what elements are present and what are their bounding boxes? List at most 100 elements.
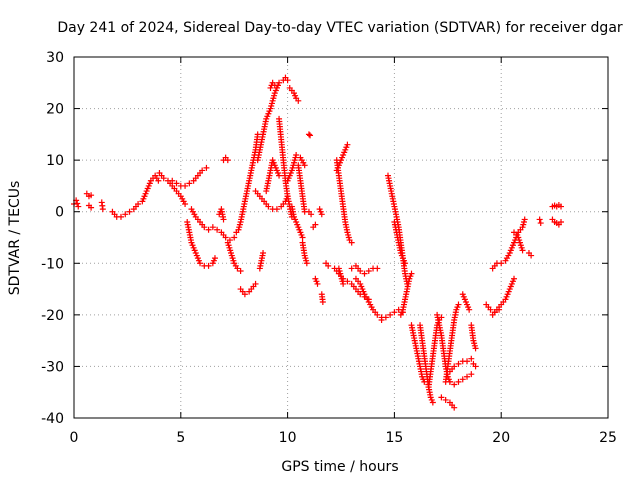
- grid-lines: [73, 56, 609, 419]
- data-point-marker: [117, 213, 124, 220]
- data-point-marker: [464, 373, 471, 380]
- series-arc-53: [468, 322, 479, 352]
- data-point-marker: [88, 192, 95, 199]
- series-arc-43: [397, 270, 415, 318]
- series-arc-50: [446, 355, 475, 375]
- data-point-marker: [374, 265, 381, 272]
- data-point-marker: [276, 79, 283, 86]
- data-point-marker: [340, 280, 347, 287]
- y-tick-label: 20: [46, 102, 64, 118]
- plot-frame: [73, 56, 609, 419]
- data-point-marker: [318, 211, 325, 218]
- data-point-marker: [205, 262, 212, 269]
- data-point-marker: [135, 200, 142, 207]
- series-arc-02: [83, 190, 95, 200]
- data-point-marker: [201, 224, 208, 231]
- series-arc-38: [348, 262, 381, 277]
- data-point-marker: [295, 97, 302, 104]
- data-point-marker: [305, 131, 312, 138]
- data-point-marker: [252, 280, 259, 287]
- data-point-marker: [451, 381, 458, 388]
- data-point-marker: [558, 219, 565, 226]
- series-arc-42: [391, 219, 409, 267]
- data-point-marker: [224, 157, 231, 164]
- series-arc-49: [442, 301, 462, 385]
- data-point-marker: [387, 311, 394, 318]
- data-point-marker: [197, 260, 204, 267]
- series-arc-57: [489, 216, 528, 272]
- series-arc-12: [224, 239, 244, 275]
- data-point-marker: [468, 371, 475, 378]
- series-arc-30: [316, 206, 325, 218]
- series-arc-62: [549, 216, 565, 228]
- series-arc-52: [459, 291, 473, 313]
- series-arc-14: [237, 280, 259, 298]
- data-point-marker: [472, 363, 479, 370]
- series-arc-61: [549, 202, 565, 210]
- data-point-marker: [466, 306, 473, 313]
- data-point-marker: [312, 221, 319, 228]
- data-point-marker: [276, 172, 283, 179]
- data-point-marker: [348, 239, 355, 246]
- data-point-marker: [293, 151, 300, 158]
- series-arc-16: [252, 188, 291, 213]
- data-point-marker: [203, 164, 210, 171]
- series-arc-44: [408, 322, 428, 385]
- data-point-marker: [169, 177, 176, 184]
- y-tick-label: -30: [41, 359, 64, 375]
- series-arc-35: [333, 157, 355, 246]
- data-point-marker: [446, 378, 453, 385]
- series-arc-54: [470, 360, 479, 370]
- data-point-marker: [455, 378, 462, 385]
- series-arc-29: [310, 221, 319, 231]
- series-arc-27: [305, 208, 315, 218]
- series-arc-18: [263, 157, 283, 195]
- data-point-marker: [468, 355, 475, 362]
- series-arc-05: [109, 172, 162, 220]
- y-tick-label: 10: [46, 153, 64, 169]
- series-arc-31: [312, 275, 321, 287]
- data-point-marker: [254, 131, 261, 138]
- series-arc-19: [267, 79, 280, 91]
- data-point-marker: [438, 394, 445, 401]
- series-arc-37: [335, 265, 347, 287]
- data-point-marker: [199, 167, 206, 174]
- data-point-marker: [182, 182, 189, 189]
- series-arc-24: [288, 203, 306, 241]
- series-arc-17: [254, 79, 283, 164]
- data-point-marker: [487, 306, 494, 313]
- data-point-marker: [519, 247, 526, 254]
- data-point-marker: [402, 260, 409, 267]
- data-point-marker: [472, 345, 479, 352]
- series-arc-51: [446, 371, 475, 388]
- series-arc-32: [318, 291, 326, 305]
- series-arc-06: [156, 170, 189, 207]
- data-point-marker: [74, 200, 81, 207]
- series-arc-58: [511, 229, 526, 254]
- series-arc-48: [438, 394, 458, 411]
- data-point-marker: [429, 399, 436, 406]
- data-point-marker: [237, 268, 244, 275]
- data-point-marker: [299, 234, 306, 241]
- series-arc-11: [220, 154, 231, 164]
- x-tick-label: 0: [70, 430, 79, 446]
- series-arc-26: [299, 239, 310, 267]
- data-point-marker: [528, 252, 535, 259]
- data-point-marker: [260, 249, 267, 256]
- y-tick-labels: -40 -30 -20 -10 0 10 20 30: [41, 50, 64, 427]
- data-point-marker: [511, 275, 518, 282]
- data-point-marker: [209, 224, 216, 231]
- series-arc-33: [323, 260, 332, 269]
- series-arc-07: [169, 164, 210, 189]
- series-arc-20: [280, 74, 291, 84]
- data-point-marker: [241, 291, 248, 298]
- x-tick-label: 5: [176, 430, 185, 446]
- data-point-marker: [314, 280, 321, 287]
- data-point-marker: [308, 211, 315, 218]
- data-point-marker: [521, 216, 528, 223]
- data-point-marker: [455, 360, 462, 367]
- series-arc-21: [286, 84, 302, 104]
- series-arc-04: [98, 199, 106, 213]
- series-arc-13: [233, 131, 261, 236]
